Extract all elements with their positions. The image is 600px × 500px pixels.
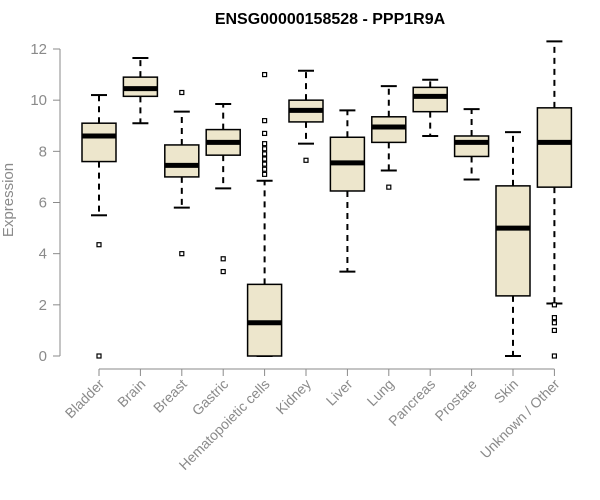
outlier-point xyxy=(262,156,268,162)
y-axis-label: Expression xyxy=(0,163,17,237)
y-tick-label: 6 xyxy=(39,195,47,212)
outlier-point xyxy=(96,242,102,248)
outlier-point xyxy=(220,256,226,262)
box-prostate xyxy=(453,108,490,181)
box-skin xyxy=(495,131,531,357)
outlier-point xyxy=(386,184,392,190)
box-breast xyxy=(164,89,200,257)
outlier-point xyxy=(262,141,268,147)
box-series xyxy=(81,40,573,359)
outlier-point xyxy=(262,161,268,167)
outlier-point xyxy=(262,151,268,157)
box-pancreas xyxy=(412,78,448,137)
y-tick-label: 10 xyxy=(30,92,47,109)
x-tick-label: Kidney xyxy=(273,376,315,418)
outlier-point xyxy=(262,118,268,124)
outlier-point xyxy=(551,302,558,308)
outlier-point xyxy=(551,320,558,326)
x-tick-label: Brain xyxy=(114,376,148,410)
box-hematopoietic-cells xyxy=(246,71,283,357)
y-tick-label: 4 xyxy=(39,246,47,263)
box-lung xyxy=(371,85,407,190)
box-iqr xyxy=(536,107,573,188)
y-axis: 0 2 4 6 8 10 12 xyxy=(30,41,61,365)
x-tick-label: Lung xyxy=(364,376,397,409)
y-tick-label: 0 xyxy=(39,348,47,365)
outlier-point xyxy=(551,353,558,359)
x-tick-label: Breast xyxy=(150,376,190,416)
box-iqr xyxy=(164,144,200,178)
box-iqr xyxy=(412,86,448,113)
outlier-point xyxy=(262,166,268,172)
x-tick-label: Prostate xyxy=(432,376,480,424)
outlier-point xyxy=(179,251,185,257)
chart-title: ENSG00000158528 - PPP1R9A xyxy=(215,11,446,28)
box-iqr xyxy=(81,122,117,163)
x-tick-label: Unknown / Other xyxy=(477,376,563,462)
box-bladder xyxy=(81,94,117,359)
x-tick-label: Skin xyxy=(491,376,522,407)
y-tick-label: 12 xyxy=(30,41,47,58)
box-unknown-other xyxy=(536,40,573,359)
outlier-point xyxy=(220,268,226,275)
box-liver xyxy=(329,109,366,273)
outlier-point xyxy=(262,171,268,177)
box-gastric xyxy=(205,103,241,275)
outlier-point xyxy=(96,353,102,359)
x-tick-label: Liver xyxy=(323,376,356,409)
outlier-point xyxy=(303,157,309,163)
box-iqr xyxy=(246,283,283,357)
box-iqr xyxy=(371,116,407,144)
y-tick-label: 8 xyxy=(39,143,47,160)
box-iqr xyxy=(495,185,531,297)
box-iqr xyxy=(453,135,490,158)
outlier-point xyxy=(262,130,268,137)
box-brain xyxy=(122,56,159,125)
outlier-point xyxy=(551,327,558,334)
box-kidney xyxy=(288,69,324,163)
outlier-point xyxy=(262,71,268,78)
x-tick-label: Bladder xyxy=(62,376,108,422)
outlier-point xyxy=(551,315,558,321)
outlier-point xyxy=(262,146,268,152)
y-tick-label: 2 xyxy=(39,297,47,314)
outlier-point xyxy=(179,89,185,96)
